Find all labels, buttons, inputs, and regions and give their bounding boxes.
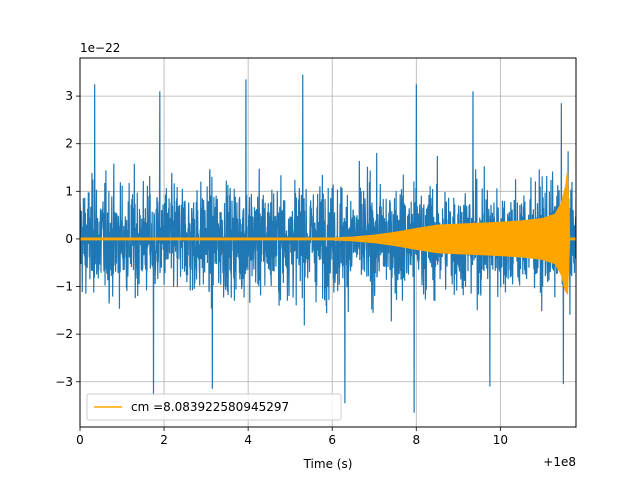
x-tick-label: 0: [76, 433, 84, 447]
x-axis-label: Time (s): [303, 457, 353, 471]
y-tick-label: −1: [55, 280, 73, 294]
ticks: 0 2 4 6 8 10 −3 −2 −1 0 1 2 3: [55, 89, 508, 447]
x-tick-label: 8: [412, 433, 420, 447]
y-tick-label: 3: [65, 89, 73, 103]
x-tick-label: 2: [160, 433, 168, 447]
y-scale-label: 1e−22: [80, 41, 120, 55]
x-tick-label: 4: [244, 433, 252, 447]
y-tick-label: −3: [55, 375, 73, 389]
legend: cm =8.083922580945297: [86, 393, 342, 421]
y-tick-label: −2: [55, 327, 73, 341]
y-tick-label: 0: [65, 232, 73, 246]
y-tick-label: 1: [65, 184, 73, 198]
signal-series-envelope: [80, 169, 576, 295]
plot-area: [80, 74, 576, 413]
legend-label: cm =8.083922580945297: [131, 400, 289, 414]
legend-box: [86, 393, 342, 421]
axes-frame: [79, 57, 577, 428]
x-tick-label: 6: [328, 433, 336, 447]
x-offset-label: +1e8: [543, 455, 576, 469]
x-tick-label: 10: [493, 433, 508, 447]
y-tick-label: 2: [65, 137, 73, 151]
